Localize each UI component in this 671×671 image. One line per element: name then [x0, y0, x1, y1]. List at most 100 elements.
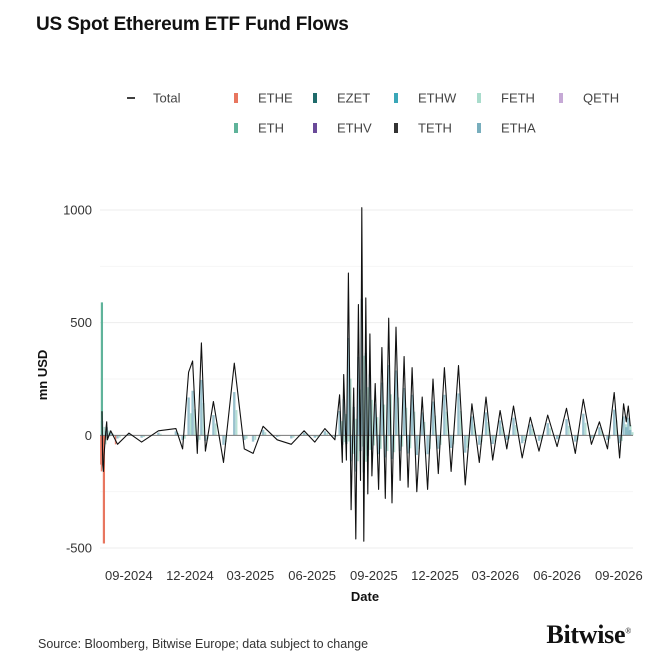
y-tick-1000: 1000: [63, 203, 92, 218]
bar-feth: [466, 435, 469, 448]
bar-etha: [384, 435, 387, 458]
bar-etha: [426, 435, 429, 455]
bar-feth: [264, 432, 267, 436]
bar-etha: [537, 435, 541, 441]
bar-etha: [342, 398, 345, 436]
bar-feth: [245, 435, 248, 439]
bar-feth: [254, 435, 257, 440]
bar-feth: [292, 435, 295, 438]
bar-ethe-launch: [102, 435, 106, 544]
bar-feth: [445, 411, 448, 436]
bar-etha: [109, 432, 112, 436]
bar-feth: [608, 435, 611, 439]
bar-feth: [352, 435, 355, 454]
bar-etha: [349, 435, 353, 462]
bar-feth: [600, 430, 603, 436]
bar-etha: [625, 427, 628, 436]
bar-feth: [549, 428, 551, 436]
bar-etha: [233, 392, 236, 436]
bar-etha: [613, 409, 616, 436]
bar-etha: [394, 370, 398, 436]
bar-feth: [198, 435, 201, 440]
bar-etha: [622, 416, 625, 436]
bar-etha: [478, 435, 481, 445]
bar-feth: [143, 435, 145, 438]
bar-etha: [127, 433, 131, 436]
bar-etha: [406, 435, 410, 454]
bar-etha: [582, 413, 585, 436]
chart-legend: Total ETHE EZET ETHW FETH QETH ETH ETHV TETH ETHA: [127, 91, 619, 136]
bar-etha: [116, 435, 119, 439]
bar-feth: [349, 378, 352, 436]
bar-etha: [529, 424, 532, 436]
bar-feth: [326, 432, 329, 436]
bar-feth: [367, 387, 370, 436]
bar-etha: [302, 432, 306, 436]
bar-feth: [365, 435, 368, 462]
bar-feth: [487, 421, 490, 436]
legend-key-ethv: [313, 123, 317, 133]
bar-etha: [354, 435, 357, 472]
legend-key-qeth: [559, 93, 563, 103]
bar-feth: [341, 421, 343, 436]
bar-etha: [443, 394, 446, 436]
y-tick-500: 500: [70, 315, 92, 330]
bar-etha: [290, 435, 293, 439]
bar-etha: [357, 356, 360, 436]
y-tick-0: 0: [85, 428, 92, 443]
bar-feth: [355, 418, 357, 436]
bar-feth: [316, 435, 319, 438]
bar-feth: [386, 435, 389, 452]
bar-etha: [377, 435, 380, 455]
bar-etha: [174, 431, 178, 436]
bar-etha: [491, 435, 494, 445]
legend-key-ezet: [313, 93, 317, 103]
bar-etha: [421, 412, 424, 436]
legend-key-ethw: [394, 93, 398, 103]
bar-feth: [214, 423, 217, 436]
x-tick-labels: 09-2024 12-2024 03-2025 06-2025 09-2025 12-20…: [105, 568, 643, 583]
x-tick-03-2025: 03-2025: [227, 568, 275, 583]
bar-feth: [383, 404, 386, 436]
bar-etha: [338, 410, 341, 436]
bar-etha: [555, 435, 559, 440]
bar-etha: [380, 382, 384, 436]
bar-etha: [410, 394, 414, 436]
bar-etha: [191, 390, 194, 436]
total-flow-line: [101, 207, 631, 542]
legend-label-feth: FETH: [501, 91, 535, 106]
bar-etha: [200, 379, 203, 436]
bar-feth: [376, 417, 379, 436]
legend-label-qeth: QETH: [583, 91, 619, 106]
bar-feth: [103, 426, 106, 436]
bar-etha: [629, 429, 632, 436]
legend-key-etha: [477, 123, 481, 133]
bar-etha: [618, 435, 621, 444]
bar-etha: [243, 435, 246, 441]
bar-etha: [470, 416, 474, 436]
y-tick-labels: -500 0 500 1000: [63, 203, 92, 556]
bar-feth: [409, 435, 412, 449]
source-note: Source: Bloomberg, Bitwise Europe; data …: [38, 637, 369, 651]
bar-etha: [574, 435, 577, 442]
x-axis-title: Date: [351, 589, 379, 604]
bar-feth: [347, 435, 350, 442]
bar-etha: [546, 423, 549, 436]
bar-etha: [323, 431, 327, 436]
legend-label-ethw: ETHW: [418, 91, 457, 106]
y-axis-title: mn USD: [35, 350, 50, 401]
bar-feth: [183, 435, 186, 439]
bar-etha: [398, 435, 402, 452]
legend-label-eth: ETH: [258, 121, 284, 136]
bar-etha: [598, 427, 601, 436]
bar-etha: [463, 435, 467, 453]
x-tick-03-2026: 03-2026: [472, 568, 520, 583]
bar-feth: [357, 435, 359, 462]
bar-feth: [190, 413, 192, 436]
bar-feth: [345, 414, 347, 436]
x-tick-09-2025: 09-2025: [350, 568, 398, 583]
bar-etha: [512, 417, 515, 436]
bar-feth: [108, 430, 110, 436]
bar-feth: [531, 429, 534, 436]
legend-key-feth: [477, 93, 481, 103]
